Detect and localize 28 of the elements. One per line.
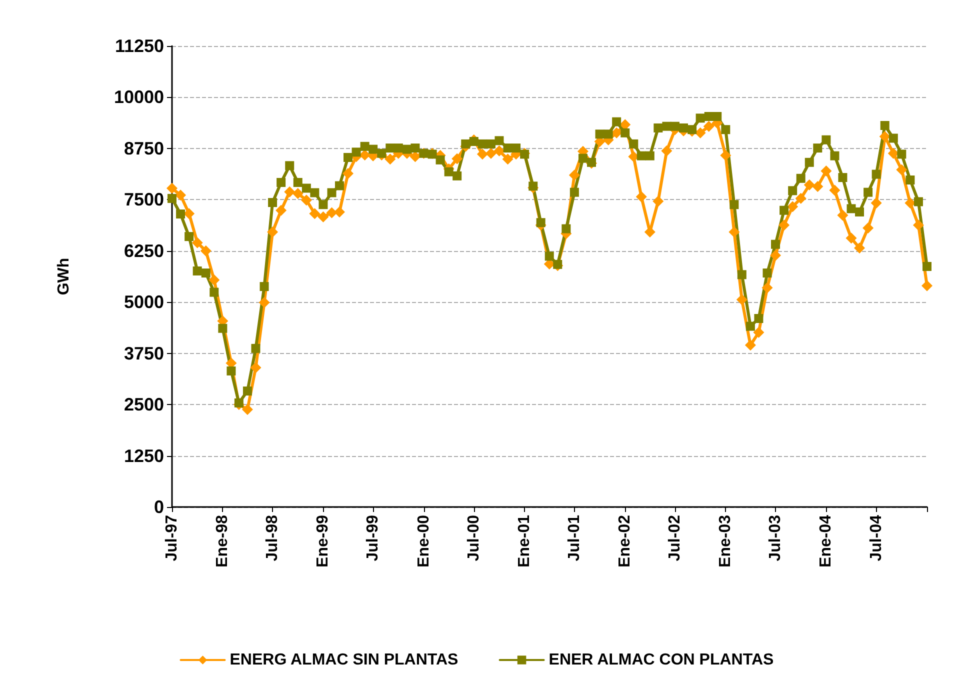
y-tick-label: 7500 — [124, 190, 164, 210]
x-tick-label: Ene-02 — [616, 514, 634, 568]
x-tick-label: Jul-97 — [164, 514, 180, 562]
y-tick-label: 5000 — [124, 292, 164, 312]
x-tick-label: Jul-99 — [364, 514, 382, 562]
y-tick-label: 11250 — [114, 36, 164, 56]
y-tick-label: 2500 — [124, 394, 164, 415]
x-tick-label: Ene-03 — [717, 514, 734, 568]
y-tick-label: 1250 — [124, 446, 164, 466]
x-tick-label: Ene-99 — [314, 514, 332, 568]
y-tick-label: 6250 — [124, 240, 164, 261]
x-tick-label: Ene-00 — [415, 514, 432, 568]
x-tick-label: Jul-02 — [666, 514, 684, 562]
x-tick-label: Jul-01 — [566, 514, 583, 562]
y-tick-label: 0 — [154, 497, 164, 517]
x-tick-label: Jul-04 — [868, 514, 885, 562]
legend-label: ENERG ALMAC SIN PLANTAS — [230, 652, 459, 668]
y-axis-title: GWh — [56, 258, 72, 296]
x-tick-label: Ene-01 — [516, 514, 534, 568]
x-tick-label: Jul-98 — [264, 514, 282, 562]
x-tick-label: Ene-98 — [214, 514, 232, 568]
y-tick-label: 3750 — [124, 343, 164, 364]
y-tick-label: 8750 — [124, 138, 164, 158]
x-tick-label: Jul-00 — [465, 514, 482, 562]
legend-label: ENER ALMAC CON PLANTAS — [548, 652, 774, 668]
x-tick-label: Ene-04 — [818, 514, 835, 568]
x-tick-label: Jul-03 — [767, 514, 784, 562]
y-tick-label: 10000 — [114, 87, 164, 108]
